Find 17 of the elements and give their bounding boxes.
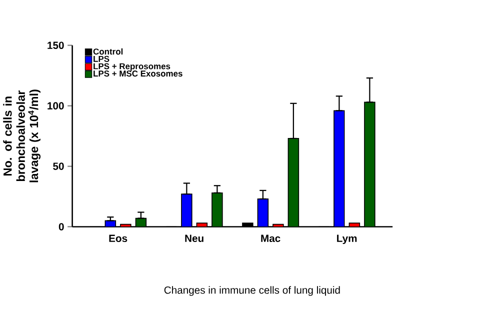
x-tick-label: Neu: [185, 234, 204, 242]
legend-label: LPS + Reprosomes: [94, 63, 170, 71]
legend-label: Control: [93, 48, 123, 55]
bar: [334, 110, 345, 227]
x-tick-label: Lym: [337, 234, 357, 244]
bar: [364, 102, 376, 227]
text: Changes in immune cells of lung liquid: [164, 286, 340, 296]
y-tick-label: 100: [48, 102, 64, 110]
legend-label: LPS + MSC Exosomes: [94, 70, 182, 77]
bar: [181, 194, 192, 227]
x-tick-label: Eos: [109, 234, 128, 242]
x-tick-label: Mac: [261, 234, 280, 242]
y-tick-label: 0: [58, 223, 64, 230]
y-tick-label: 150: [48, 42, 64, 49]
y-tick-label: 50: [53, 162, 64, 170]
bar: [288, 138, 300, 227]
legend-label: LPS: [94, 56, 110, 62]
